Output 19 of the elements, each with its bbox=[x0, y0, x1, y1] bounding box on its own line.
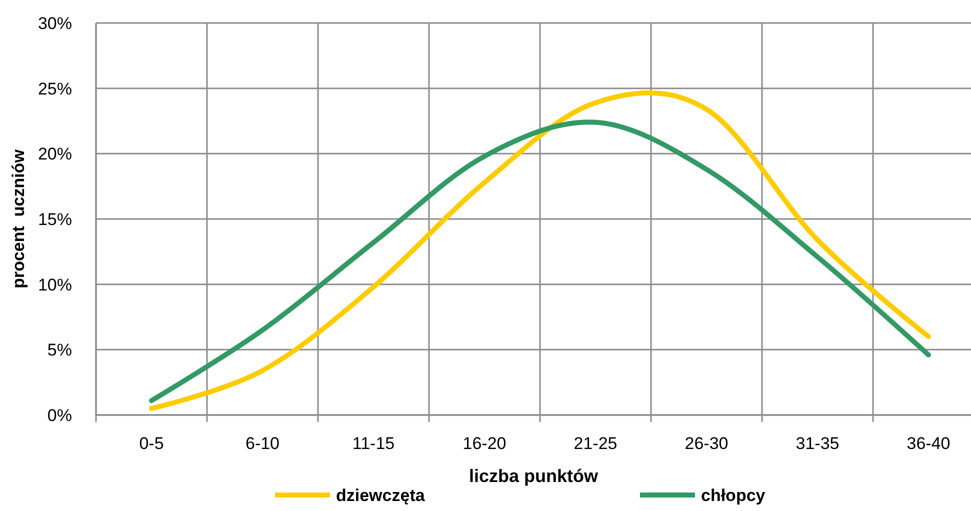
x-axis-title: liczba punktów bbox=[468, 466, 599, 486]
y-tick-label: 15% bbox=[38, 210, 72, 229]
x-tick-label: 11-15 bbox=[352, 434, 395, 453]
x-tick-label: 21-25 bbox=[574, 434, 618, 453]
y-tick-label: 5% bbox=[47, 340, 72, 360]
legend-label: chłopcy bbox=[701, 486, 766, 505]
y-axis-title: procent uczniów bbox=[9, 148, 28, 288]
x-tick-label: 0-5 bbox=[139, 434, 164, 453]
y-tick-label: 0% bbox=[47, 406, 72, 425]
x-tick-label: 6-10 bbox=[245, 434, 280, 453]
y-tick-label: 20% bbox=[38, 144, 72, 164]
x-tick-label: 31-35 bbox=[796, 434, 840, 453]
y-tick-label: 30% bbox=[38, 14, 72, 33]
x-tick-label: 36-40 bbox=[906, 434, 950, 453]
y-tick-label: 25% bbox=[38, 79, 72, 98]
legend-label: dziewczęta bbox=[336, 486, 426, 505]
y-tick-label: 10% bbox=[38, 275, 72, 294]
x-tick-label: 16-20 bbox=[462, 434, 506, 453]
x-tick-label: 26-30 bbox=[684, 434, 728, 453]
